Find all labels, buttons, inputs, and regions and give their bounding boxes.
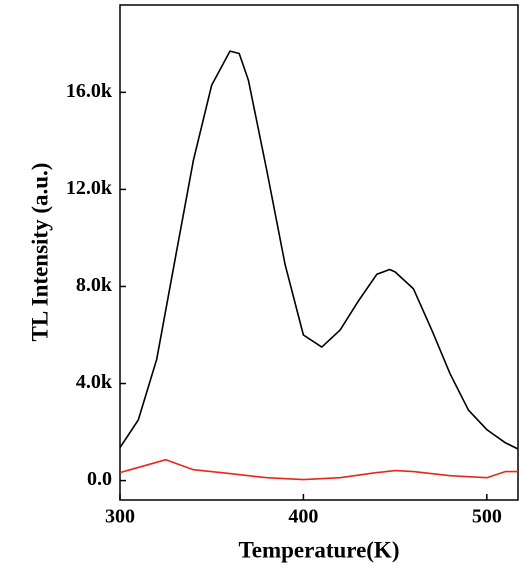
x-tick-label: 400	[288, 506, 318, 528]
x-tick-label: 500	[472, 506, 502, 528]
y-tick-label: 4.0k	[76, 371, 113, 393]
y-tick-label: 0.0	[87, 468, 112, 490]
y-tick-label: 8.0k	[76, 274, 113, 296]
y-tick-label: 12.0k	[66, 177, 113, 199]
line-series	[119, 458, 518, 481]
line-series	[119, 50, 519, 450]
y-tick-label: 16.0k	[66, 80, 113, 102]
plot-frame	[119, 4, 519, 501]
y-axis-title: TL Intensity (a.u.)	[27, 163, 52, 342]
x-axis-title: Temperature(K)	[239, 537, 400, 562]
x-tick-label: 300	[105, 506, 135, 528]
